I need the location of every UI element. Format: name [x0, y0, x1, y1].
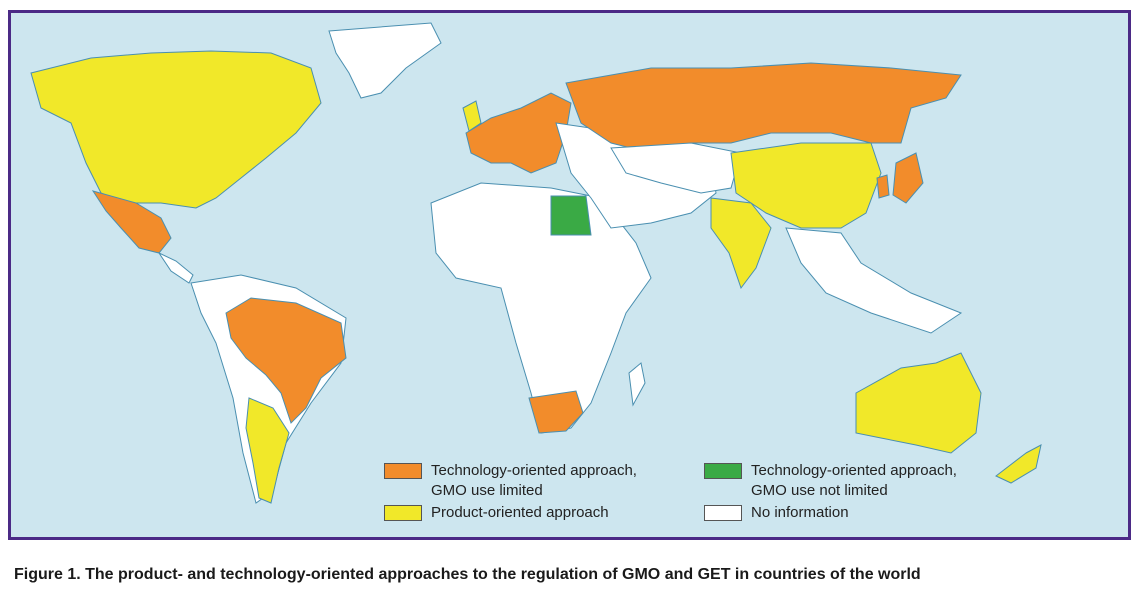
legend-swatch-no-info	[704, 505, 742, 521]
legend-item-tech-limited: Technology-oriented approach, GMO use li…	[384, 461, 637, 501]
legend-item-tech-not-limited: Technology-oriented approach, GMO use no…	[704, 461, 957, 501]
india-region	[710, 197, 772, 290]
legend-item-product: Product-oriented approach	[384, 503, 609, 523]
europe-region	[465, 92, 572, 174]
korea-region	[876, 174, 890, 199]
legend-swatch-tech-limited	[384, 463, 422, 479]
legend-item-no-info: No information	[704, 503, 849, 523]
north-america-region	[30, 50, 322, 209]
japan-region	[892, 152, 924, 204]
uk-region	[462, 100, 482, 132]
australia-region	[855, 352, 982, 454]
legend-label-no-info: No information	[751, 504, 849, 521]
africa-region	[430, 182, 652, 434]
argentina-region	[245, 397, 290, 504]
central-america-region	[157, 251, 194, 284]
central-asia-region	[610, 142, 742, 194]
russia-region	[565, 62, 962, 154]
southeast-asia-region	[785, 227, 963, 334]
egypt-region	[550, 195, 592, 236]
legend-swatch-product	[384, 505, 422, 521]
map-canvas	[30, 22, 1042, 504]
legend-swatch-tech-not-limited	[704, 463, 742, 479]
new-zealand-region	[995, 444, 1042, 484]
madagascar-region	[628, 362, 646, 407]
world-map: Technology-oriented approach, GMO use li…	[8, 10, 1131, 540]
greenland-region	[328, 22, 442, 99]
legend-label-tech-not-limited: Technology-oriented approach, GMO use no…	[751, 462, 957, 499]
south-africa-region	[528, 390, 584, 434]
legend-label-product: Product-oriented approach	[431, 504, 609, 521]
brazil-region	[225, 297, 347, 424]
legend-label-tech-limited: Technology-oriented approach, GMO use li…	[431, 462, 637, 499]
map-legend: Technology-oriented approach, GMO use li…	[384, 461, 1004, 531]
figure-caption: Figure 1. The product- and technology-or…	[14, 566, 921, 583]
